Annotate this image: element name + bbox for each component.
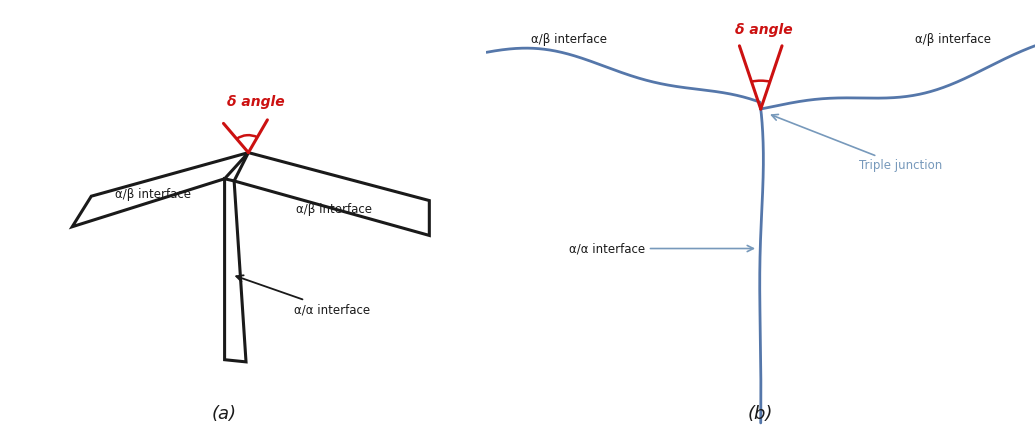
Text: α/β interface: α/β interface xyxy=(915,33,990,46)
Text: (b): (b) xyxy=(748,405,773,423)
Text: α/β interface: α/β interface xyxy=(115,187,191,201)
Text: Triple junction: Triple junction xyxy=(772,114,943,172)
Text: α/β interface: α/β interface xyxy=(531,33,607,46)
Text: α/β interface: α/β interface xyxy=(296,203,373,216)
Text: δ angle: δ angle xyxy=(227,95,285,109)
Text: (a): (a) xyxy=(212,405,237,423)
Text: δ angle: δ angle xyxy=(735,23,792,37)
Text: α/α interface: α/α interface xyxy=(236,275,369,316)
Text: α/α interface: α/α interface xyxy=(569,242,753,255)
